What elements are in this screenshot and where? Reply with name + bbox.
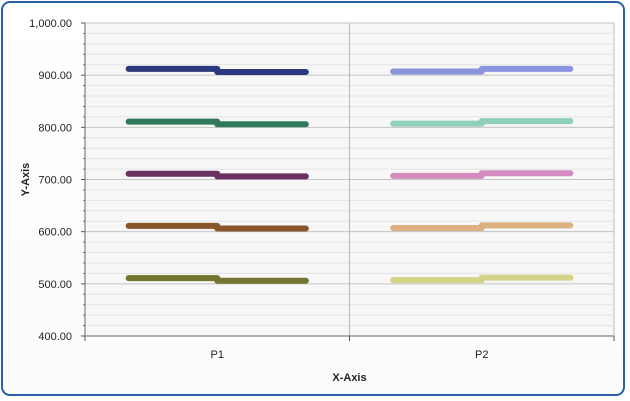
y-axis: 400.00 500.00 600.00 700.00 800.00 900.00 1,00… [29, 18, 86, 343]
x-tick-label: P2 [475, 349, 488, 361]
y-axis-title: Y-Axis [20, 163, 32, 197]
y-tick-label: 900.00 [38, 70, 72, 82]
y-tick-label: 500.00 [38, 279, 72, 291]
series-line [390, 118, 574, 127]
series-line [125, 65, 309, 76]
series-line [390, 222, 574, 232]
series-layer [125, 65, 574, 284]
y-tick-label: 800.00 [38, 122, 72, 134]
series-line [125, 118, 309, 128]
x-axis-title: X-Axis [332, 372, 366, 384]
y-tick-label: 400.00 [38, 331, 72, 343]
series-line [125, 222, 309, 232]
series-line [390, 274, 574, 284]
series-line [390, 65, 574, 75]
major-gridlines [85, 22, 614, 336]
x-axis: P1 P2 [84, 335, 615, 361]
y-tick-label: 1,000.00 [29, 18, 72, 30]
series-line [390, 170, 574, 179]
y-tick-label: 700.00 [38, 175, 72, 187]
series-line [125, 170, 309, 180]
x-tick-label: P1 [211, 349, 224, 361]
y-tick-label: 600.00 [38, 227, 72, 239]
series-line [125, 275, 309, 284]
